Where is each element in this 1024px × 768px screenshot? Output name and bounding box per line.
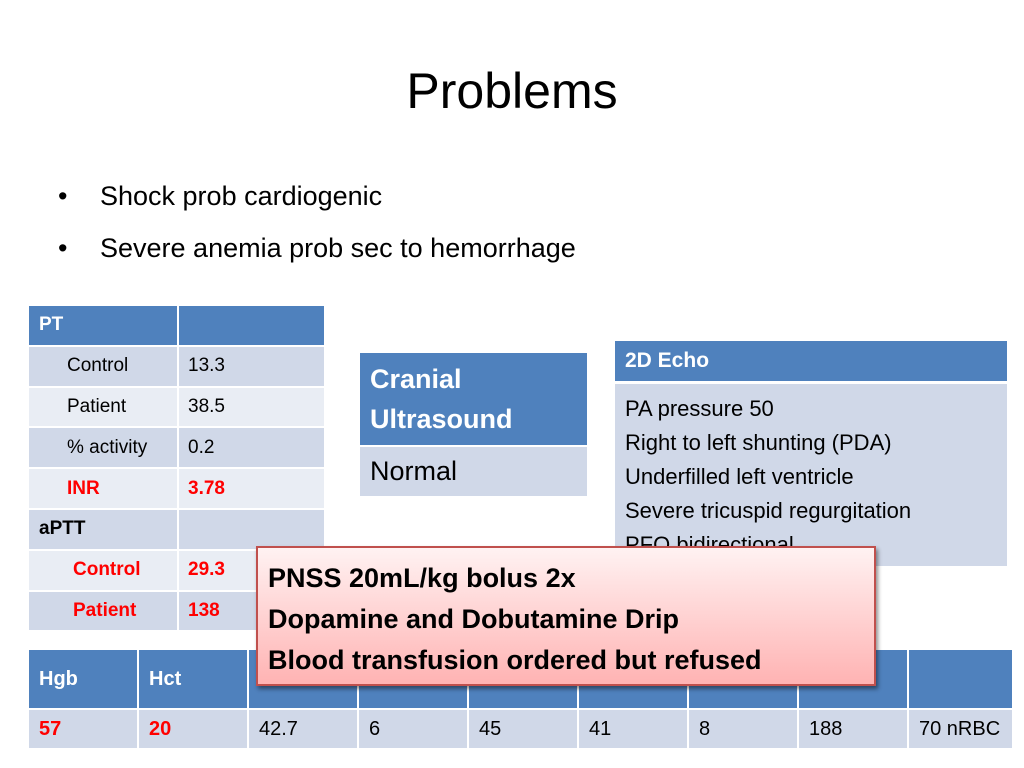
callout-line: Dopamine and Dobutamine Drip: [268, 604, 680, 634]
pt-value: 38.5: [177, 385, 326, 429]
pt-label: % activity: [27, 426, 179, 470]
echo-line: PA pressure 50: [625, 396, 774, 421]
table-cell: 41: [577, 708, 689, 750]
table-cell: 8: [687, 708, 799, 750]
table-row: 57 20 42.7 6 45 41 8 188 70 nRBC: [27, 708, 1014, 750]
pt-value: 13.3: [177, 344, 326, 388]
echo-line: Right to left shunting (PDA): [625, 430, 892, 455]
cranial-header: Cranial Ultrasound: [358, 351, 589, 447]
table-cell: 42.7: [247, 708, 359, 750]
bullet-list: • Shock prob cardiogenic • Severe anemia…: [58, 170, 576, 274]
callout-line: PNSS 20mL/kg bolus 2x: [268, 563, 576, 593]
pt-header: PT: [27, 304, 179, 347]
aptt-label: Patient: [27, 589, 179, 633]
cranial-value: Normal: [358, 445, 589, 498]
hgb-value: 57: [27, 708, 139, 750]
bullet-symbol: •: [58, 233, 68, 263]
table-row: PT: [27, 304, 326, 347]
aptt-label: Control: [27, 548, 179, 592]
table-cell: 6: [357, 708, 469, 750]
table-row: Patient 138: [27, 589, 326, 633]
pt-label: Patient: [27, 385, 179, 429]
hct-value: 20: [137, 708, 249, 750]
bullet-item: • Shock prob cardiogenic: [58, 170, 576, 222]
table-row: INR 3.78: [27, 467, 326, 510]
table-row: aPTT: [27, 507, 326, 551]
pt-label: Control: [27, 344, 179, 388]
column-header: [907, 648, 1014, 710]
aptt-header: aPTT: [27, 507, 179, 551]
column-header: Hgb: [27, 648, 139, 710]
echo-line: Underfilled left ventricle: [625, 464, 854, 489]
slide-title: Problems: [406, 63, 618, 119]
table-row: % activity 0.2: [27, 426, 326, 470]
pt-value: 0.2: [177, 426, 326, 470]
table-cell: 70 nRBC: [907, 708, 1014, 750]
echo-panel: 2D Echo PA pressure 50 Right to left shu…: [615, 341, 1007, 566]
bullet-item: • Severe anemia prob sec to hemorrhage: [58, 222, 576, 274]
callout-line: Blood transfusion ordered but refused: [268, 645, 762, 675]
treatment-callout: PNSS 20mL/kg bolus 2x Dopamine and Dobut…: [256, 546, 876, 686]
table-cell: [177, 304, 326, 347]
bullet-text: Shock prob cardiogenic: [100, 181, 383, 211]
bullet-symbol: •: [58, 181, 68, 211]
echo-line: Severe tricuspid regurgitation: [625, 498, 912, 523]
table-cell: 45: [467, 708, 579, 750]
bullet-text: Severe anemia prob sec to hemorrhage: [100, 233, 576, 263]
table-cell: [177, 507, 326, 551]
pt-table: PT Control 13.3 Patient 38.5 % activity …: [27, 304, 326, 633]
table-row: Control 13.3: [27, 344, 326, 388]
inr-label: INR: [27, 467, 179, 510]
echo-header: 2D Echo: [615, 341, 1007, 384]
column-header: Hct: [137, 648, 249, 710]
inr-value: 3.78: [177, 467, 326, 510]
table-row: Cranial Ultrasound: [358, 351, 589, 447]
echo-body: PA pressure 50 Right to left shunting (P…: [615, 384, 1007, 566]
table-cell: 188: [797, 708, 909, 750]
table-row: Patient 38.5: [27, 385, 326, 429]
cranial-ultrasound-table: Cranial Ultrasound Normal: [358, 351, 589, 498]
table-row: Normal: [358, 445, 589, 498]
